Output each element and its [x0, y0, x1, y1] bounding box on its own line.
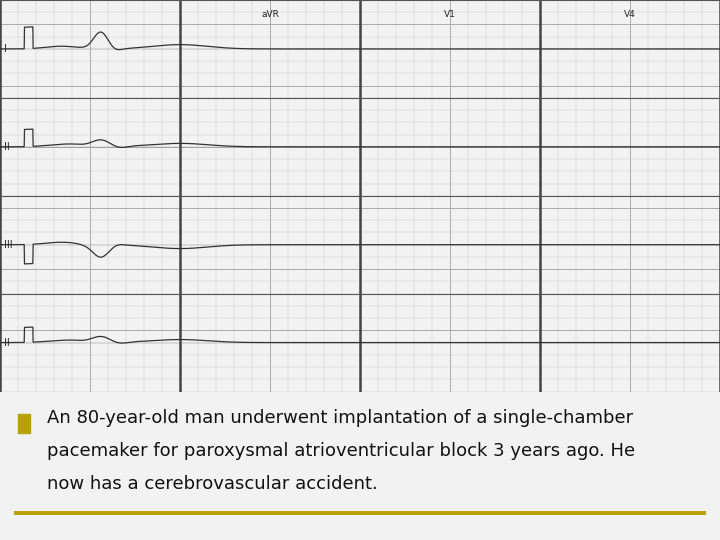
Text: V4: V4: [624, 10, 636, 19]
Bar: [18, 414, 30, 433]
Text: An 80-year-old man underwent implantation of a single-chamber: An 80-year-old man underwent implantatio…: [47, 409, 633, 427]
Text: I: I: [4, 44, 7, 54]
Text: V1: V1: [444, 10, 456, 19]
Text: now has a cerebrovascular accident.: now has a cerebrovascular accident.: [47, 475, 377, 492]
Text: aVR: aVR: [261, 10, 279, 19]
Text: II: II: [4, 142, 10, 152]
Text: II: II: [4, 338, 10, 348]
Text: III: III: [4, 240, 13, 249]
Text: pacemaker for paroxysmal atrioventricular block 3 years ago. He: pacemaker for paroxysmal atrioventricula…: [47, 442, 635, 460]
